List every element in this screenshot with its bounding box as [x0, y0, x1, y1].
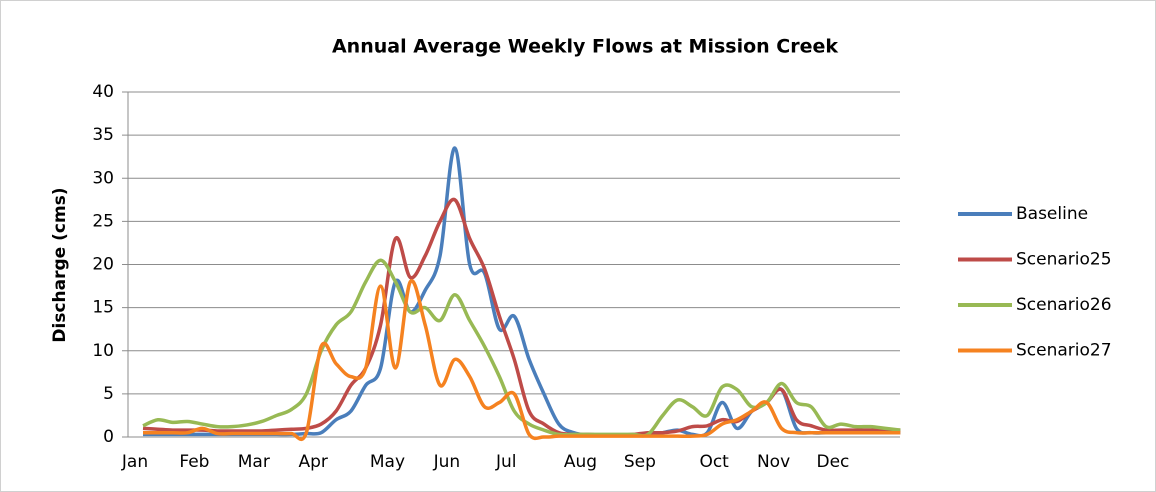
- x-tick-label: Nov: [757, 452, 790, 472]
- x-tick-label: Apr: [298, 452, 327, 472]
- y-tick-label: 10: [92, 341, 114, 361]
- series-line: [143, 279, 901, 442]
- x-tick-label: Jun: [433, 452, 461, 472]
- y-tick-label: 5: [103, 384, 114, 404]
- x-tick-label: May: [370, 452, 405, 472]
- legend-label: Scenario25: [1016, 250, 1112, 270]
- x-tick-label: Jul: [495, 452, 517, 472]
- x-tick-label: Oct: [699, 452, 729, 472]
- y-tick-label: 30: [92, 168, 114, 188]
- x-tick-label: Mar: [238, 452, 270, 472]
- x-tick-label: Feb: [179, 452, 209, 472]
- x-tick-label: Jan: [121, 452, 148, 472]
- x-tick-label: Dec: [816, 452, 849, 472]
- x-tick-label: Aug: [564, 452, 597, 472]
- legend-label: Baseline: [1016, 204, 1088, 224]
- x-tick-label: Sep: [624, 452, 656, 472]
- y-tick-label: 25: [92, 211, 114, 231]
- y-tick-label: 15: [92, 298, 114, 318]
- legend-label: Scenario26: [1016, 295, 1112, 315]
- y-axis-label: Discharge (cms): [50, 187, 70, 342]
- y-tick-label: 40: [92, 82, 114, 102]
- y-tick-label: 0: [103, 427, 114, 447]
- legend-label: Scenario27: [1016, 341, 1112, 361]
- y-tick-label: 20: [92, 255, 114, 275]
- y-tick-label: 35: [92, 125, 114, 145]
- chart-title: Annual Average Weekly Flows at Mission C…: [332, 36, 838, 58]
